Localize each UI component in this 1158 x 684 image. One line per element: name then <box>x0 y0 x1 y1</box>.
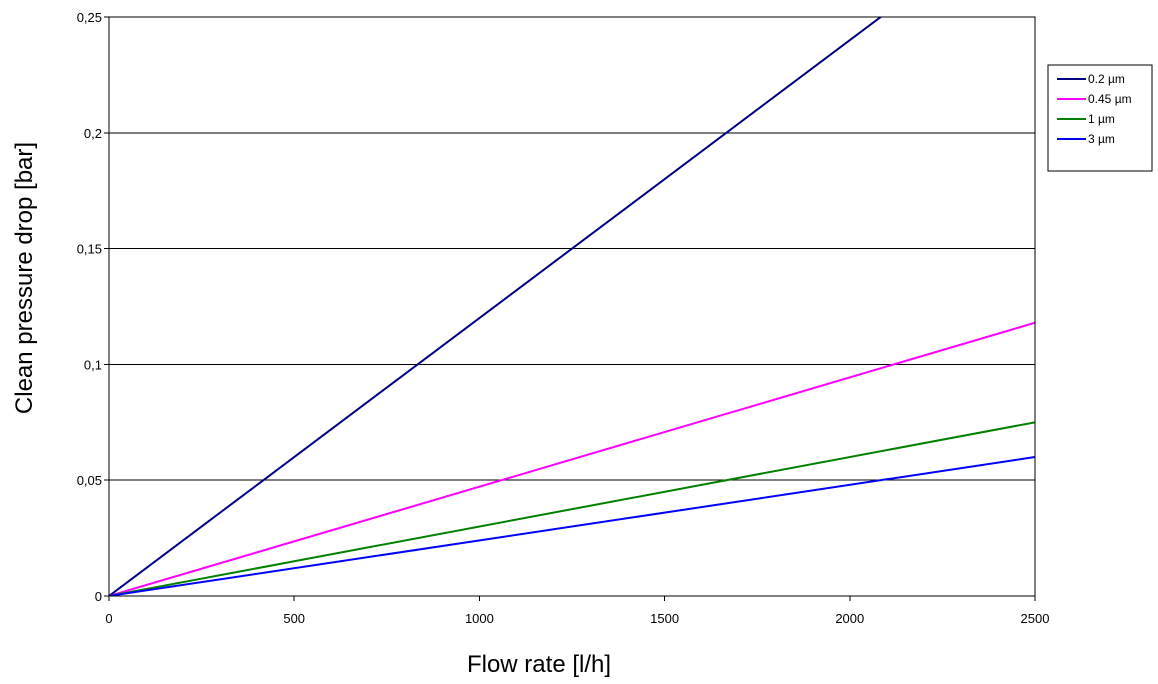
x-tick-label: 2000 <box>835 611 864 626</box>
x-tick-label: 1000 <box>465 611 494 626</box>
series-line <box>109 421 1035 596</box>
y-tick-label: 0,25 <box>77 10 102 25</box>
y-tick-label: 0,1 <box>84 357 102 372</box>
legend-label: 3 µm <box>1088 132 1115 146</box>
series-line <box>109 456 1035 596</box>
axis-ticks: 0 0,05 0,1 0,15 0,2 0,25 0 500 1000 1500 2000 2500 <box>77 10 1050 626</box>
series-line <box>109 17 883 596</box>
x-tick-label: 2500 <box>1021 611 1050 626</box>
series-line <box>109 321 1035 596</box>
legend-label: 0.2 µm <box>1088 72 1125 86</box>
legend: 0.2 µm 0.45 µm 1 µm 3 µm <box>1047 64 1153 172</box>
plot-area <box>109 17 1035 596</box>
x-tick-label: 500 <box>283 611 305 626</box>
y-tick-label: 0,15 <box>77 242 102 257</box>
legend-label: 1 µm <box>1088 112 1115 126</box>
x-axis-title: Flow rate [l/h] <box>467 651 611 678</box>
y-tick-label: 0,2 <box>84 126 102 141</box>
plot-border <box>108 16 1036 597</box>
legend-label: 0.45 µm <box>1088 92 1132 106</box>
y-tick-label: 0,05 <box>77 473 102 488</box>
series-layer <box>109 17 1035 596</box>
x-tick-label: 0 <box>105 611 112 626</box>
y-axis-title: Clean pressure drop [bar] <box>11 142 38 414</box>
x-tick-label: 1500 <box>650 611 679 626</box>
y-tick-label: 0 <box>95 589 102 604</box>
